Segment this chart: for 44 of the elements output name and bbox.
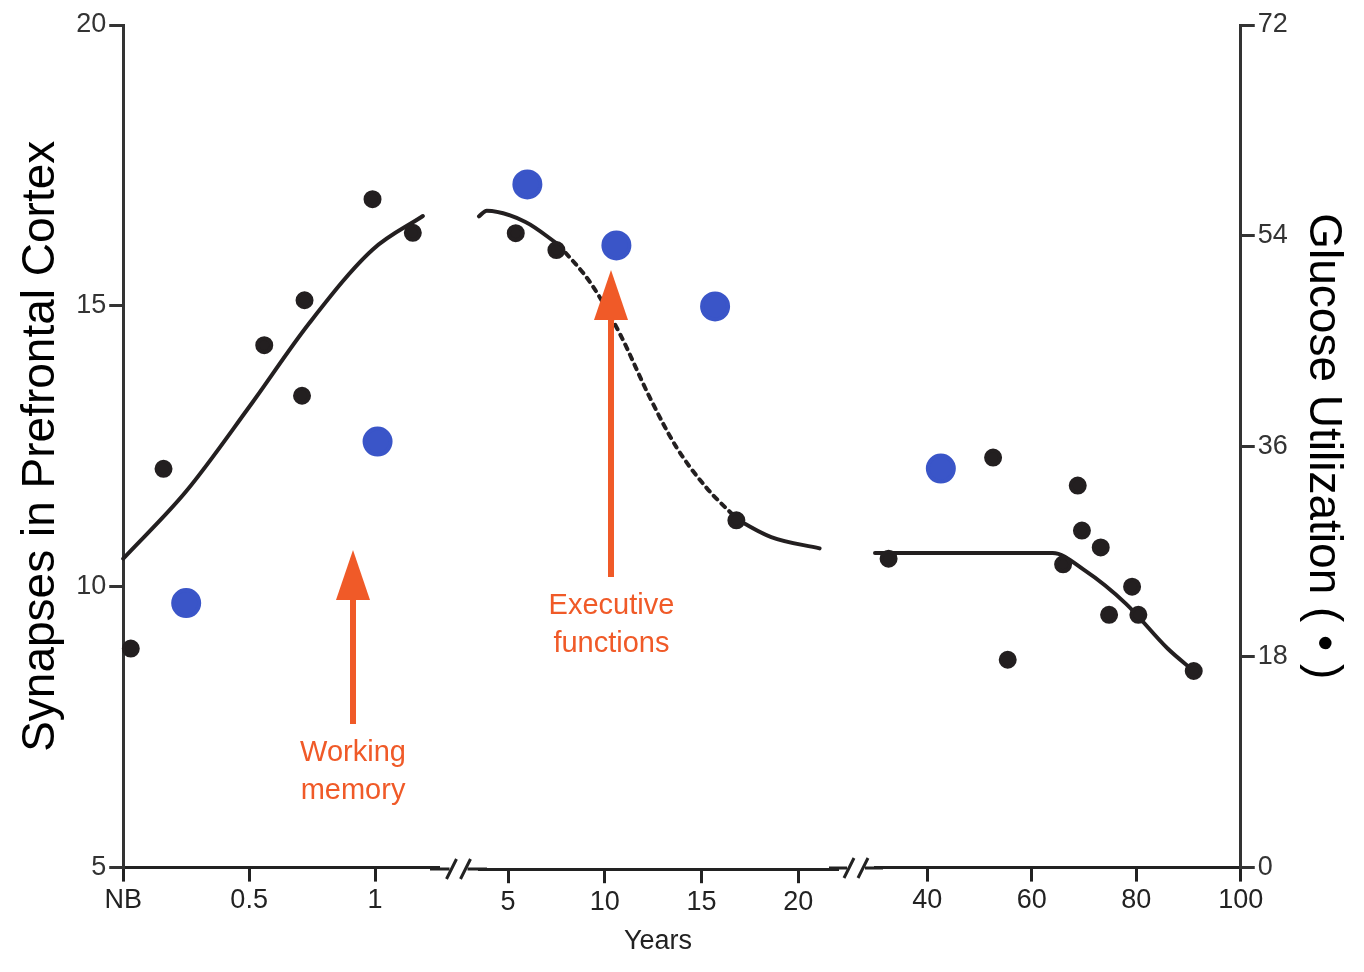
line-series	[121, 213, 425, 561]
y-tick-label: 20	[76, 8, 107, 39]
x-tick-label: 20	[783, 885, 814, 916]
x-axis-title: Years	[623, 925, 693, 956]
point	[998, 650, 1017, 669]
point	[1123, 577, 1142, 596]
x-tick-label: 60	[1016, 884, 1047, 915]
x-tick-label: 40	[912, 884, 943, 915]
y-tick-label: 5	[91, 851, 107, 882]
annotation: Executive functions	[548, 587, 675, 658]
x-tick-label: 0.5	[230, 884, 268, 915]
x-tick-label: 5	[500, 885, 516, 916]
y-axis-title: Synapses in Prefrontal Cortex	[12, 140, 65, 752]
point	[363, 190, 382, 209]
x-tick-label: 100	[1218, 884, 1264, 915]
point	[293, 386, 312, 405]
point	[1184, 661, 1203, 680]
point	[1072, 521, 1091, 540]
y2-tick-label: 0	[1257, 851, 1273, 882]
x-tick-label: 15	[686, 885, 717, 916]
point	[1129, 605, 1148, 624]
point	[1091, 538, 1110, 557]
y2-tick-label: 18	[1257, 640, 1288, 671]
annotation: Working memory	[300, 734, 406, 805]
x-tick-label: 1	[367, 884, 383, 915]
point	[403, 223, 422, 242]
point	[295, 291, 314, 310]
point	[1054, 555, 1073, 574]
point	[255, 336, 274, 355]
x-tick-label: 80	[1121, 884, 1152, 915]
point	[1100, 605, 1119, 624]
y-tick-label: 10	[76, 570, 107, 601]
y-tick-label: 15	[76, 289, 107, 320]
y2-tick-label: 72	[1257, 8, 1288, 39]
x-tick-label: 10	[589, 885, 620, 916]
x-tick-label: NB	[104, 884, 142, 915]
point	[154, 459, 173, 478]
y2-tick-label: 36	[1257, 429, 1288, 460]
y2-tick-label: 54	[1257, 219, 1288, 250]
y2-axis-title: Glucose Utilization ( • )	[1299, 213, 1352, 680]
point	[121, 639, 140, 658]
point	[984, 448, 1003, 467]
point	[879, 549, 898, 568]
point	[1068, 476, 1087, 495]
